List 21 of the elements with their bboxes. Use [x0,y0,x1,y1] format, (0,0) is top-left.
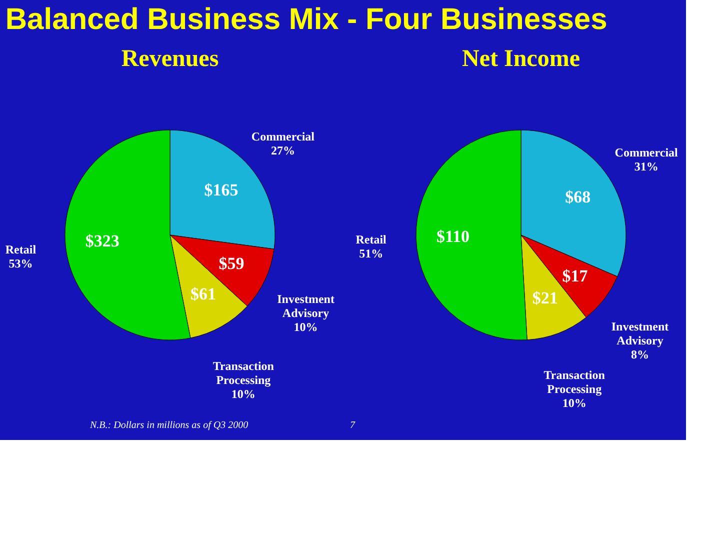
data-label: $59 [218,254,244,273]
data-label: $110 [436,226,470,246]
slice-label: Retail 53% [5,242,37,271]
data-label: $165 [204,180,238,200]
data-label: $68 [565,188,591,207]
text: Balanced Business Mix - Four Businesses [5,3,608,36]
slice-label: Commercial 27% [251,129,316,158]
slice-label: Transaction Processing 10% [212,358,274,401]
text: N.B.: Dollars in millions as of Q3 2000 [89,420,248,431]
chart-title: Revenues [121,46,219,72]
data-label: $17 [562,266,588,286]
text: 7 [350,420,356,431]
slice-label: Transaction Processing 10% [544,368,606,410]
slice-label: Investment Advisory 8% [611,319,669,362]
slice-label: Commercial 31% [614,146,679,174]
chart-title: Net Income [462,46,580,72]
data-label: $21 [532,288,558,308]
slice-label: Retail 51% [356,232,388,260]
data-label: $323 [85,232,120,251]
slice-label: Investment Advisory 10% [277,292,334,334]
data-label: $61 [190,284,216,304]
